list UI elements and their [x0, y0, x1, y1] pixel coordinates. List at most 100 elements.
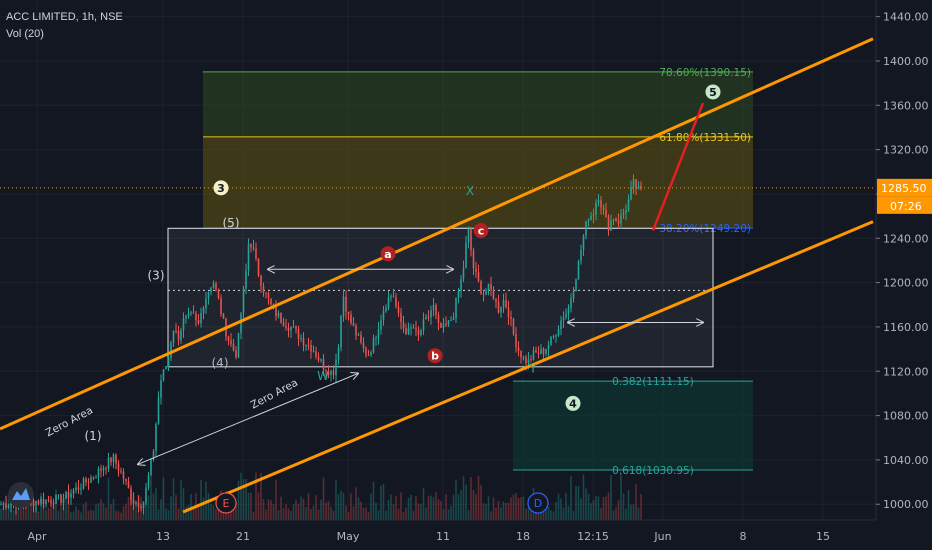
candle-body [472, 250, 475, 269]
candle-body [450, 319, 452, 321]
volume-bar [487, 496, 490, 520]
volume-bar [510, 497, 512, 520]
volume-bar [347, 512, 350, 520]
candle-body [195, 313, 197, 321]
volume-bar [167, 510, 170, 520]
candle-body [470, 228, 472, 251]
candle-body [162, 369, 165, 381]
volume-bar [302, 498, 305, 520]
candle-body [135, 502, 137, 504]
volume-bar [402, 512, 405, 520]
candle-body [540, 348, 542, 354]
price-tick-label: 1240.00 [883, 232, 929, 245]
volume-bar [452, 494, 455, 520]
candle-body [317, 356, 320, 361]
candle-body [425, 316, 427, 320]
candle-body [427, 316, 430, 318]
candle-body [235, 350, 237, 358]
candle-body [372, 338, 375, 353]
volume-bar [325, 502, 327, 520]
drawings [0, 37, 876, 514]
candle-body [315, 351, 317, 357]
candle-body [305, 345, 307, 347]
candle-body [590, 215, 592, 220]
candle-body [602, 207, 605, 210]
volume-bar [500, 507, 502, 520]
candle-body [267, 292, 270, 299]
candle-body [605, 209, 607, 218]
volume-bar [620, 473, 622, 520]
volume-bar [25, 504, 27, 520]
wave-circle [565, 395, 581, 411]
candle-body [392, 296, 395, 298]
candle-body [142, 502, 145, 509]
candle-body [632, 179, 635, 187]
volume-bar [157, 509, 160, 520]
candle-body [462, 268, 465, 279]
candle-body [270, 298, 272, 305]
countdown-label: 07:26 [890, 200, 922, 213]
volume-bar [467, 510, 470, 520]
candle-body [105, 468, 107, 470]
candle-body [565, 313, 567, 318]
candle-body [607, 217, 610, 231]
price-tick-label: 1160.00 [883, 321, 929, 334]
volume-bar [300, 496, 302, 520]
volume-bar [122, 506, 125, 520]
wave-circle [473, 223, 489, 239]
candle-body [295, 326, 297, 330]
candle-body [172, 330, 175, 343]
volume-bar [547, 506, 550, 520]
volume-bar [490, 511, 492, 520]
event-marker-label: E [223, 497, 230, 510]
candle-body [350, 314, 352, 323]
volume-bar [627, 489, 630, 520]
volume-bar [197, 505, 200, 520]
candle-body [495, 298, 497, 302]
volume-bar [290, 510, 292, 520]
volume-bar [185, 506, 187, 520]
candle-body [475, 268, 477, 273]
candle-body [200, 313, 202, 324]
volume-bar [327, 501, 330, 520]
volume-bar [515, 493, 517, 520]
price-tick-label: 1320.00 [883, 144, 929, 157]
volume-bar [607, 492, 610, 520]
volume-bar [335, 480, 337, 520]
candle-body [477, 272, 480, 282]
candle-body [630, 186, 632, 200]
candle-body [597, 200, 600, 204]
volume-bar [277, 510, 280, 520]
volume-bar [145, 497, 147, 520]
candle-body [245, 270, 247, 289]
volume-bar [252, 511, 255, 520]
volume-bar [435, 492, 437, 520]
volume-bar [270, 500, 272, 520]
volume-bar [200, 479, 202, 520]
candle-body [170, 342, 172, 358]
volume-bar [117, 511, 120, 520]
candle-body [515, 333, 517, 348]
fib-level-label: 0.618(1030.95) [612, 465, 694, 477]
candle-body [580, 249, 582, 261]
volume-bar [440, 501, 442, 520]
candle-body [460, 278, 462, 291]
candle-body [352, 322, 355, 326]
volume-bar [475, 494, 477, 520]
candle-body [387, 297, 390, 309]
candle-body [360, 334, 362, 343]
candle-body [102, 468, 105, 471]
candle-body [307, 345, 310, 347]
volume-bar [205, 481, 207, 520]
candle-body [342, 296, 345, 317]
candle-body [380, 320, 382, 330]
volume-bar [472, 489, 475, 520]
countdown-badge [877, 196, 932, 214]
candle-body [507, 307, 510, 318]
candle-body [385, 308, 387, 312]
candle-body [637, 185, 640, 189]
volume-bar [552, 511, 555, 520]
volume-bar [192, 506, 195, 520]
volume-bar [12, 510, 15, 520]
candle-body [555, 335, 557, 337]
